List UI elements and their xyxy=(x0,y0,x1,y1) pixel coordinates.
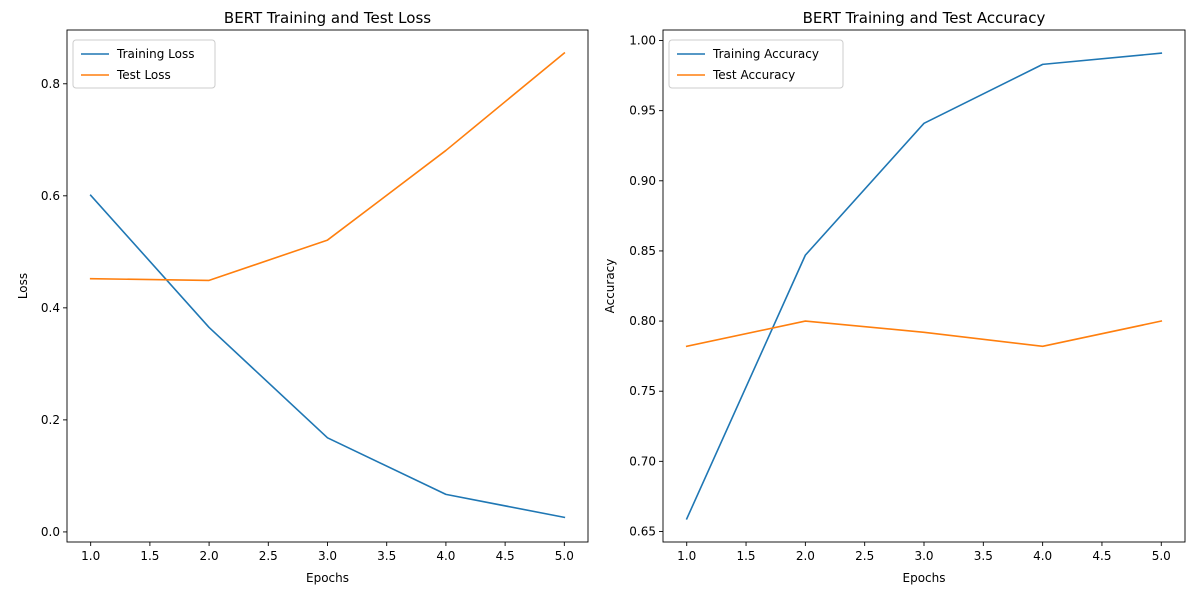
accuracy-x-tick-label: 4.5 xyxy=(1092,549,1111,563)
loss-y-tick-label: 0.0 xyxy=(41,525,60,539)
loss-series-line-training xyxy=(89,194,566,519)
loss-x-tick-label: 3.5 xyxy=(377,549,396,563)
loss-x-tick-label: 2.0 xyxy=(200,549,219,563)
loss-x-tick-label: 3.0 xyxy=(318,549,337,563)
loss-x-tick-label: 1.0 xyxy=(81,549,100,563)
loss-legend-label: Test Loss xyxy=(116,68,171,82)
loss-legend: Training Loss Test Loss xyxy=(72,39,216,89)
loss-y-axis-label: Loss xyxy=(16,273,30,299)
accuracy-x-tick-label: 4.0 xyxy=(1033,549,1052,563)
accuracy-x-tick-label: 3.0 xyxy=(914,549,933,563)
accuracy-legend-label: Training Accuracy xyxy=(712,47,819,61)
accuracy-legend-label: Test Accuracy xyxy=(712,68,795,82)
loss-x-tick-label: 4.0 xyxy=(436,549,455,563)
accuracy-y-tick-label: 0.95 xyxy=(629,104,656,118)
loss-x-axis-label: Epochs xyxy=(306,571,349,585)
accuracy-x-tick-label: 2.5 xyxy=(855,549,874,563)
accuracy-chart: BERT Training and Test Accuracy 1.0 1.5 2.0… xyxy=(603,9,1186,585)
accuracy-x-tick-label: 2.0 xyxy=(796,549,815,563)
accuracy-y-tick-label: 0.80 xyxy=(629,314,656,328)
accuracy-series-line-test xyxy=(685,320,1163,348)
loss-y-tick-label: 0.6 xyxy=(41,189,60,203)
loss-plot-frame xyxy=(66,29,589,543)
accuracy-x-tick-label: 1.0 xyxy=(677,549,696,563)
loss-y-tick-label: 0.2 xyxy=(41,413,60,427)
accuracy-x-tick-label: 5.0 xyxy=(1152,549,1171,563)
loss-y-tick-label: 0.8 xyxy=(41,77,60,91)
loss-chart-title: BERT Training and Test Loss xyxy=(224,9,431,27)
loss-legend-label: Training Loss xyxy=(116,47,194,61)
loss-x-tick-label: 2.5 xyxy=(259,549,278,563)
accuracy-series-line-training xyxy=(685,52,1163,520)
accuracy-legend-box xyxy=(668,39,844,89)
loss-x-tick-label: 5.0 xyxy=(555,549,574,563)
accuracy-legend: Training Accuracy Test Accuracy xyxy=(668,39,844,89)
accuracy-y-tick-label: 0.85 xyxy=(629,244,656,258)
accuracy-y-tick-label: 1.00 xyxy=(629,34,656,48)
accuracy-x-tick-label: 1.5 xyxy=(736,549,755,563)
accuracy-chart-title: BERT Training and Test Accuracy xyxy=(803,9,1046,27)
accuracy-y-tick-label: 0.90 xyxy=(629,174,656,188)
loss-x-tick-label: 4.5 xyxy=(496,549,515,563)
accuracy-x-axis-label: Epochs xyxy=(903,571,946,585)
accuracy-y-tick-label: 0.65 xyxy=(629,524,656,538)
loss-legend-box xyxy=(72,39,216,89)
accuracy-plot-frame xyxy=(662,29,1186,543)
loss-y-tick-label: 0.4 xyxy=(41,301,60,315)
accuracy-y-tick-label: 0.70 xyxy=(629,454,656,468)
accuracy-x-tick-label: 3.5 xyxy=(974,549,993,563)
accuracy-y-axis-label: Accuracy xyxy=(603,259,617,314)
loss-series-line-test xyxy=(89,51,566,282)
loss-chart: BERT Training and Test Loss 1.0 1.5 2.0 2.5 3… xyxy=(16,9,589,585)
loss-x-tick-label: 1.5 xyxy=(140,549,159,563)
accuracy-y-tick-label: 0.75 xyxy=(629,384,656,398)
